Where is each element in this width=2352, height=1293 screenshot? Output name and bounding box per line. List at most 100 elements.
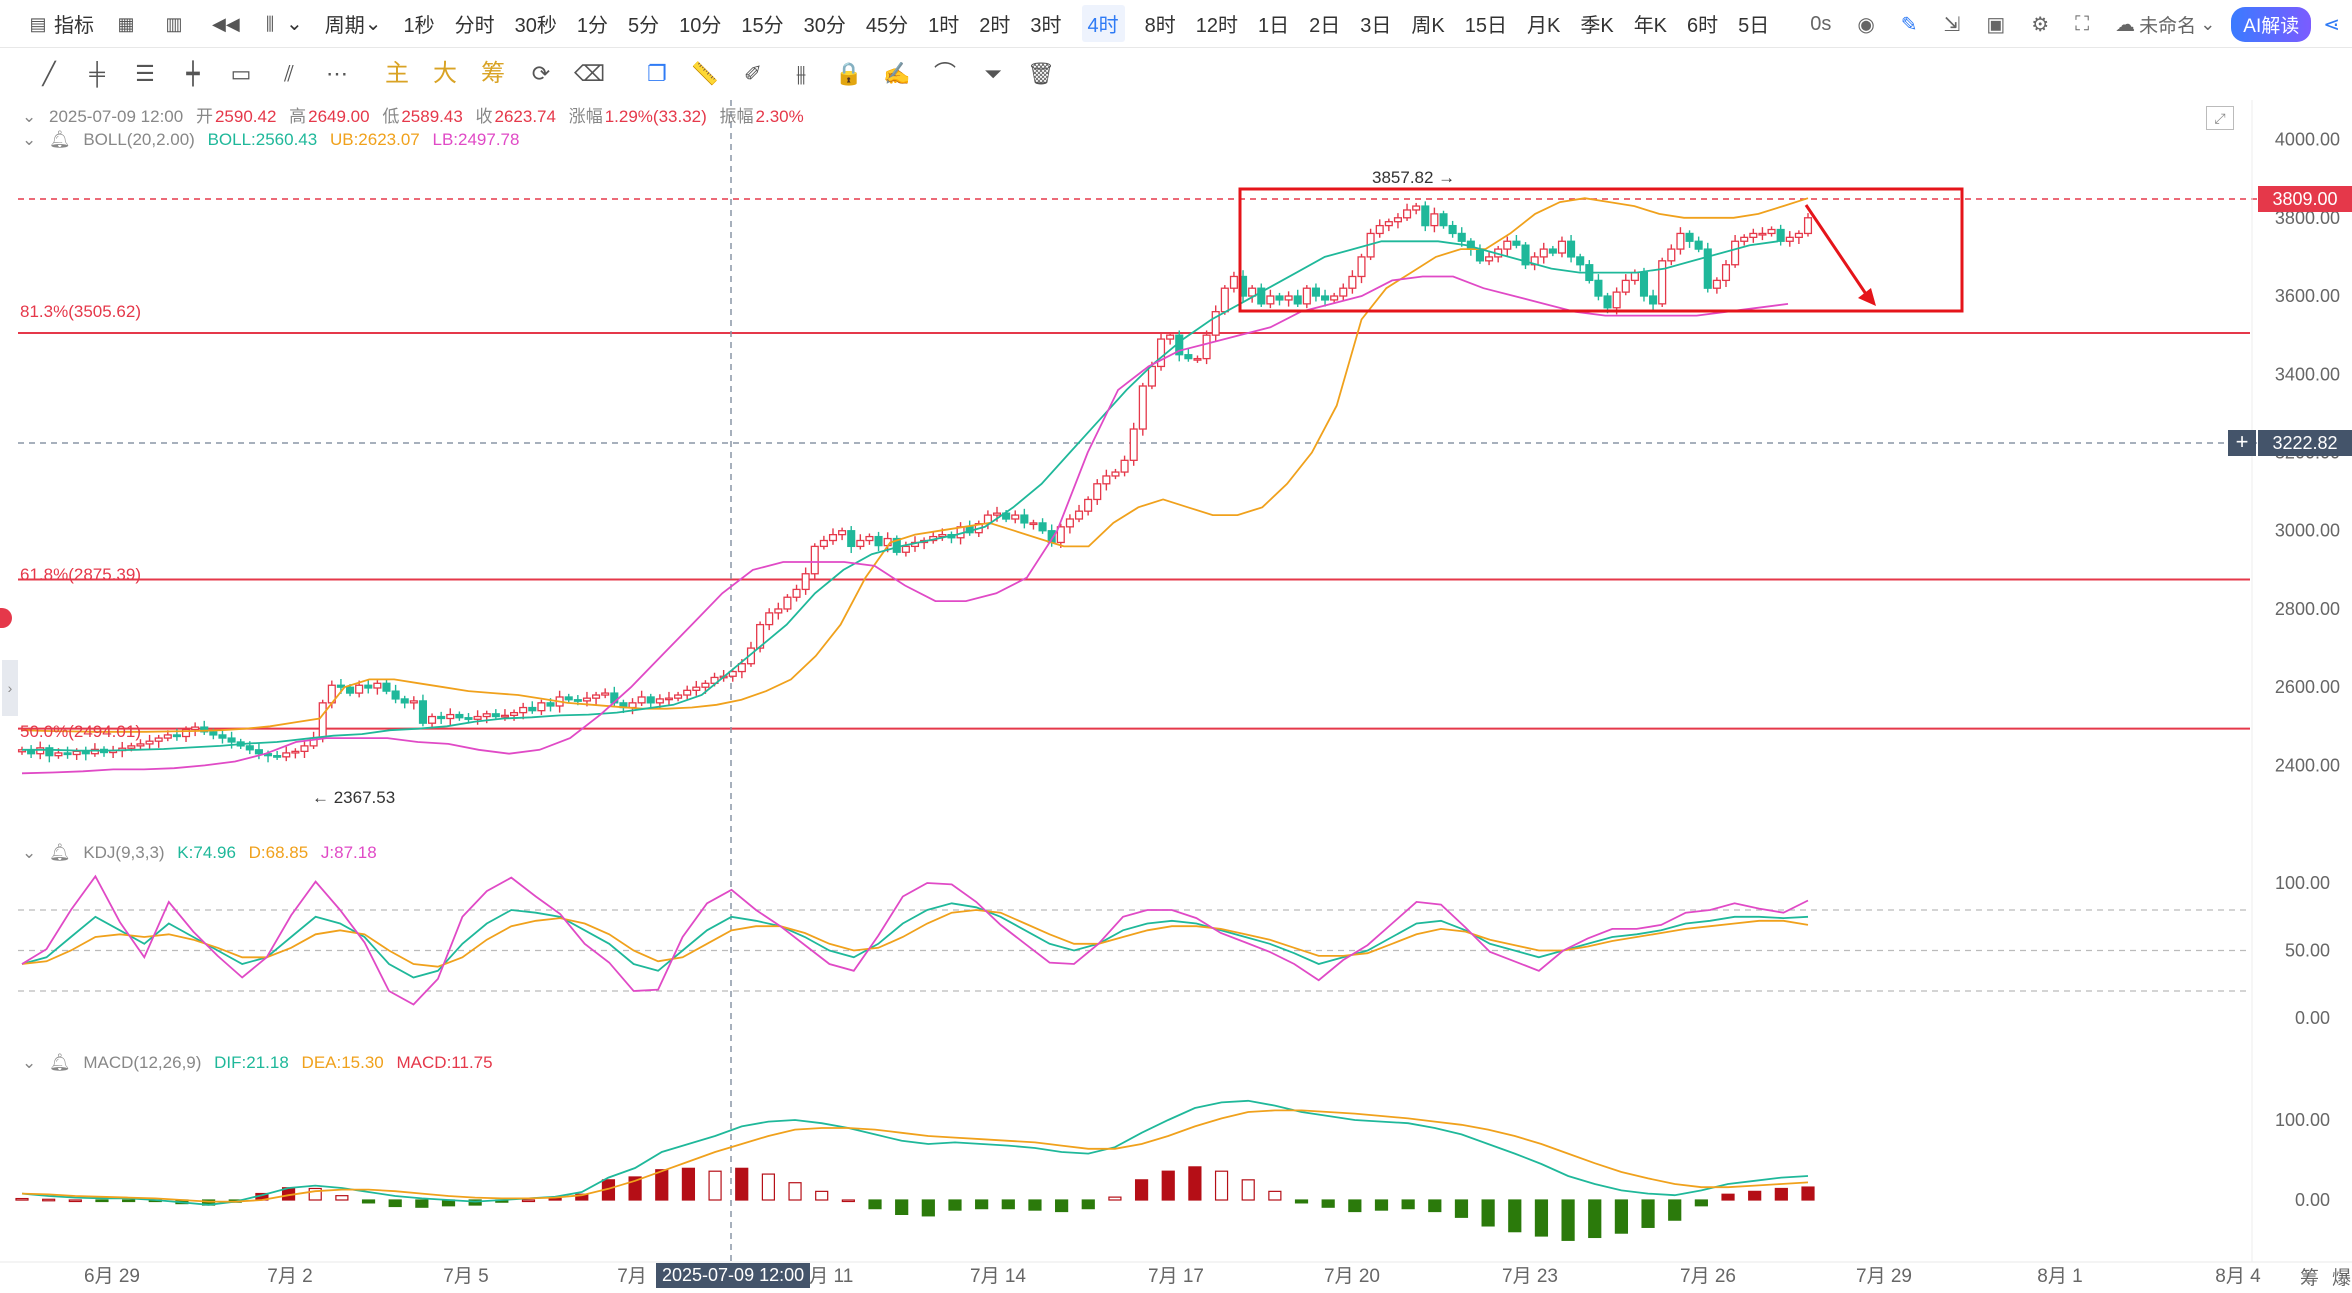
hline-tool-icon[interactable]: ╪ [89,61,105,86]
calendar-button[interactable]: ▦ [116,14,142,34]
cloud-icon[interactable]: ☁ [2115,13,2136,36]
indicator-button[interactable]: ▤ 指标 [28,9,94,38]
timeframe-10[interactable]: 2时 [979,15,1011,37]
price-tick-label: 3800.00 [2275,208,2340,228]
rect-tool-icon[interactable]: ▭ [230,61,252,86]
timeframe-12[interactable]: 4时 [1081,5,1125,42]
candle-body [1685,232,1694,242]
settings-icon[interactable]: ⚙ [2031,13,2050,36]
filter-icon[interactable]: ⏷ [984,61,1002,86]
collapse-icon[interactable]: ⌄ [22,130,37,149]
timeframe-1[interactable]: 分时 [454,15,495,37]
collapse-icon[interactable]: ⌄ [22,1053,37,1072]
big-order-button[interactable]: 大 [433,60,457,87]
line-tool-icon[interactable]: ╱ [42,61,56,86]
compare-icon[interactable]: ⟳ [531,61,551,86]
candle-body [1029,522,1038,526]
ruler-icon[interactable]: 📏 [691,61,719,86]
fullscreen-icon[interactable]: ⛶ [2075,12,2090,35]
timeframe-5[interactable]: 10分 [679,15,722,37]
timeframe-9[interactable]: 1时 [928,15,960,37]
timeframe-7[interactable]: 30分 [803,15,846,37]
kdj-name[interactable]: KDJ(9,3,3) [83,843,165,862]
macd-bar [628,1176,642,1201]
save-icon[interactable]: ▣ [1986,13,2006,36]
brush-icon[interactable]: ✐ [743,61,763,86]
chevron-down-icon: ⌄ [286,13,303,35]
timeframe-4[interactable]: 5分 [628,15,660,37]
candle-body [446,713,455,720]
timeframe-19[interactable]: 15日 [1464,15,1507,37]
main-chart-button[interactable]: 主 [385,60,409,87]
bell-icon[interactable]: 🔔︎ [48,843,71,862]
candle-body [1457,232,1466,242]
trash-icon[interactable]: 🗑 [1027,61,1055,86]
candle-body [227,737,236,743]
high-label: 高 [289,107,307,126]
sidebar-toggle[interactable]: › [2,660,18,716]
chip-button[interactable]: 筹 [481,60,505,87]
layout-name[interactable]: 未命名 [2139,15,2197,37]
candle-body [1202,334,1211,360]
add-alert-icon[interactable]: + [2228,430,2256,456]
candle-body [245,745,254,751]
timeframe-3[interactable]: 1分 [576,15,609,37]
crossline-tool-icon[interactable]: ┿ [186,61,200,86]
bell-icon[interactable]: 🔔︎ [48,1053,71,1072]
alert-dot[interactable] [0,608,12,628]
timeframe-11[interactable]: 3时 [1030,15,1062,37]
timeframe-22[interactable]: 年K [1633,15,1668,37]
pattern-icon[interactable]: ⫵ [795,61,807,86]
macd-bar [1801,1186,1815,1201]
collapse-icon[interactable]: ⌄ [22,107,37,126]
chip-corner-label[interactable]: 筹 [2300,1268,2320,1289]
candle-style-icon: ⫼ [265,13,275,34]
fib-tool-icon[interactable]: ⫽ [284,61,294,86]
lock-icon[interactable]: 🔒 [835,61,863,86]
candle-body [856,539,865,548]
export-icon[interactable]: ⇲ [1943,13,1961,36]
candle-body [1749,232,1758,239]
candle-body [163,734,172,739]
replay-button[interactable]: ◀◀ [212,14,240,34]
macd-bar [468,1199,482,1206]
magnet-icon[interactable]: ⌒ [933,61,956,86]
timeframe-23[interactable]: 6时 [1687,15,1719,37]
camera-icon[interactable]: ◉ [1857,13,1875,36]
copy-icon[interactable]: ❐ [647,61,667,86]
timeframe-8[interactable]: 45分 [865,15,909,37]
timeframe-16[interactable]: 2日 [1309,15,1341,37]
boll-name[interactable]: BOLL(20,2.00) [83,130,195,149]
timeframe-20[interactable]: 月K [1527,15,1561,37]
share-icon[interactable]: ⋖ [2323,13,2340,36]
timeframe-6[interactable]: 15分 [741,15,784,37]
macd-bar [841,1199,855,1203]
timeframe-2[interactable]: 30秒 [514,15,557,37]
timeframe-15[interactable]: 1日 [1258,15,1290,37]
candle-body [1503,240,1512,250]
expand-chart-icon[interactable]: ⤢ [2206,106,2234,130]
timeframe-14[interactable]: 12时 [1195,15,1239,37]
period-dropdown[interactable]: 周期 ⌄ [325,9,382,38]
burst-corner-label[interactable]: 爆 [2332,1268,2352,1289]
timeframe-0[interactable]: 1秒 [403,15,435,37]
eraser-icon[interactable]: ⌫ [574,61,606,86]
timeframe-18[interactable]: 周K [1411,15,1445,37]
macd-legend: ⌄ 🔔︎ MACD(12,26,9) DIF:21.18 DEA:15.30 M… [22,1053,501,1073]
timeframe-24[interactable]: 5日 [1738,15,1770,37]
kdj-k-line [21,902,1809,979]
note-icon[interactable]: ✍ [883,61,911,86]
timeframe-13[interactable]: 8时 [1144,15,1176,37]
layout-button[interactable]: ▥ [164,14,190,34]
more-tools-icon[interactable]: ⋯ [326,61,348,86]
ai-button[interactable]: AI解读 [2231,6,2312,42]
macd-name[interactable]: MACD(12,26,9) [83,1053,202,1072]
pen-icon[interactable]: ✎ [1900,13,1918,36]
chart-style-button[interactable]: ⫼ ⌄ [260,11,303,36]
channel-tool-icon[interactable]: ☰ [135,61,155,86]
bell-icon[interactable]: 🔔︎ [48,130,71,149]
timeframe-17[interactable]: 3日 [1360,15,1392,37]
collapse-icon[interactable]: ⌄ [22,843,37,862]
timeframe-21[interactable]: 季K [1580,15,1614,37]
